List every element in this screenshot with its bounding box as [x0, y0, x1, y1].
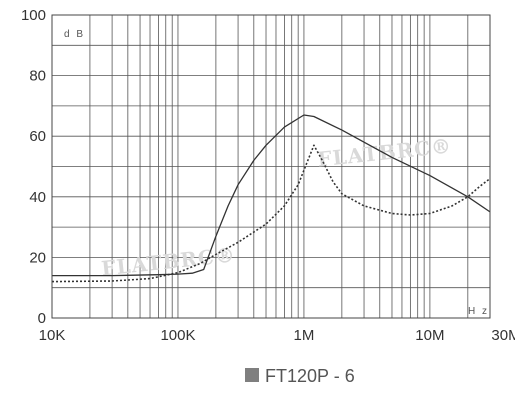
series-lines: [51, 114, 491, 283]
caption-text: FT120P - 6: [265, 366, 355, 386]
plot-frame: [51, 14, 491, 319]
x-tick-label: 30M: [491, 327, 515, 344]
watermarks: FLATBRC®FLATBRC®: [100, 133, 453, 280]
series-line-2: [51, 144, 491, 283]
y-tick-label: 100: [21, 7, 46, 24]
series-line-1: [52, 114, 491, 277]
y-tick-label: 40: [29, 189, 46, 206]
y-unit-label: d B: [64, 29, 85, 40]
x-tick-label: 100K: [160, 327, 195, 344]
watermark-text: FLATBRC®: [316, 133, 453, 171]
y-tick-labels: 0 20 40 60 80 100: [21, 7, 46, 327]
y-tick-label: 0: [38, 310, 46, 327]
y-tick-label: 20: [29, 249, 46, 266]
y-tick-label: 80: [29, 68, 46, 85]
x-tick-label: 10M: [415, 327, 444, 344]
x-tick-label: 1M: [294, 327, 315, 344]
y-tick-label: 60: [29, 128, 46, 145]
caption-marker: [245, 368, 259, 382]
x-tick-label: 10K: [39, 327, 66, 344]
x-unit-label: H z: [468, 306, 489, 317]
caption: FT120P - 6: [245, 366, 355, 386]
x-tick-labels: 10K 100K 1M 10M 30M: [39, 327, 515, 344]
